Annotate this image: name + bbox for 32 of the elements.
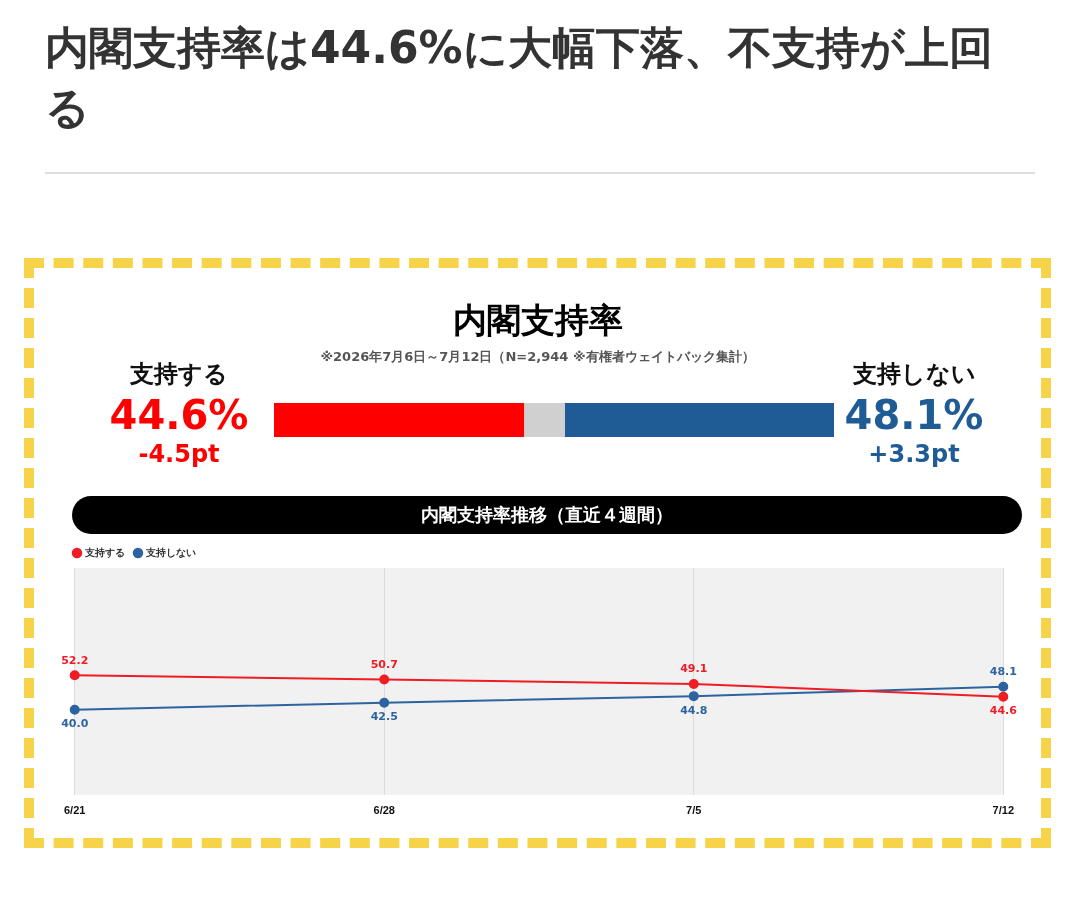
data-label: 42.5 (370, 710, 398, 724)
data-label: 40.0 (61, 717, 89, 731)
data-label: 44.6 (989, 704, 1018, 718)
data-label: 49.1 (680, 662, 708, 676)
text: +3.3pt (867, 440, 961, 468)
data-label: 44.8 (680, 703, 708, 717)
series-label: 支持しない (851, 359, 977, 390)
point (69, 670, 80, 681)
x-tick-label: 7/5 (686, 804, 702, 817)
text: 内閣支持率は44.6%に大幅下落、不支持が上回る (45, 21, 994, 135)
legend-label: 支持しない (145, 546, 196, 559)
point (688, 691, 699, 702)
data-label: 44.6% (108, 391, 250, 440)
data-label: 48.1% (843, 391, 985, 440)
point (69, 704, 80, 715)
chart-title: 内閣支持率 (451, 299, 624, 342)
point (379, 674, 390, 685)
chart-title: 内閣支持率推移（直近４週間） (72, 496, 1022, 534)
point (379, 697, 390, 708)
point (688, 678, 699, 689)
point (998, 681, 1009, 692)
x-tick-label: 6/28 (373, 804, 395, 817)
x-tick-label: 7/12 (992, 804, 1015, 817)
series-label: 支持する (129, 359, 229, 390)
data-label: 50.7 (370, 657, 398, 671)
legend-label: 支持する (84, 546, 125, 559)
point (998, 691, 1009, 702)
data-label: 52.2 (61, 653, 89, 667)
data-label: 48.1 (989, 665, 1017, 679)
chart-subtitle: ※2026年7月6日～7月12日（N=2,944 ※有権者ウェイトバック集計） (320, 349, 755, 364)
text: -4.5pt (137, 440, 221, 468)
x-tick-label: 6/21 (63, 804, 86, 817)
